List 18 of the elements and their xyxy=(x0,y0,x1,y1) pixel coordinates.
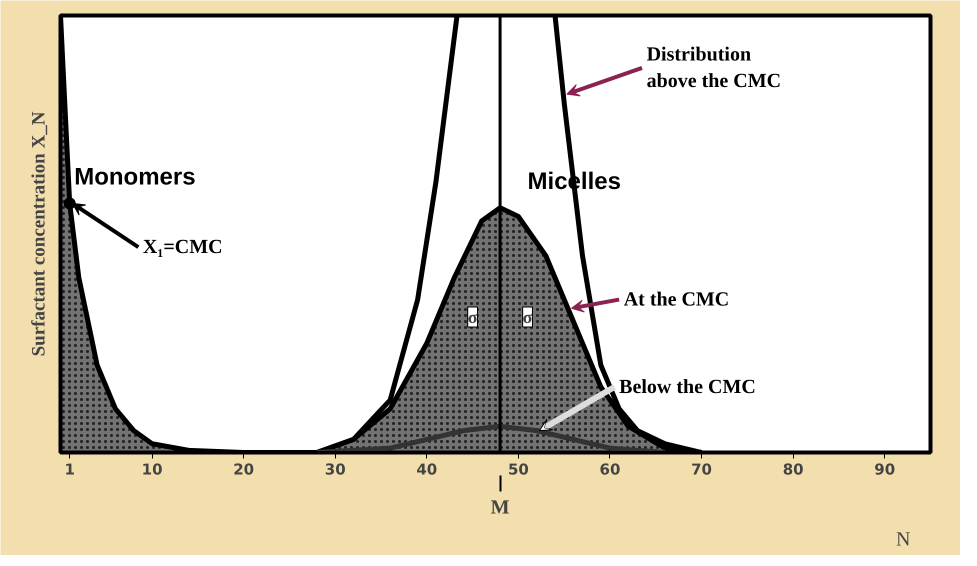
x-tick-label: 1 xyxy=(64,460,75,478)
annotation: At the CMC xyxy=(624,288,730,311)
x-tick-label: 70 xyxy=(691,460,712,478)
x-tick-label: 90 xyxy=(874,460,896,478)
annotation: Monomers xyxy=(74,164,196,191)
annotation: Below the CMC xyxy=(619,376,756,398)
x-tick-label: 80 xyxy=(782,460,804,478)
x-axis-title: N xyxy=(896,528,911,550)
x-tick-label: 30 xyxy=(324,460,346,478)
y-axis-title: Surfactant concentration X_N xyxy=(28,111,50,356)
x-tick-label: 20 xyxy=(233,460,254,478)
annotation: Distribution above the CMC xyxy=(646,44,782,92)
annotation: X₁=CMC xyxy=(142,236,223,258)
x-tick-label: 10 xyxy=(142,460,163,478)
x-tick-label: 40 xyxy=(416,460,438,478)
ref-line-label: M xyxy=(490,496,510,518)
x-tick-label: 60 xyxy=(600,460,620,478)
x-tick-label: 50 xyxy=(508,460,529,478)
